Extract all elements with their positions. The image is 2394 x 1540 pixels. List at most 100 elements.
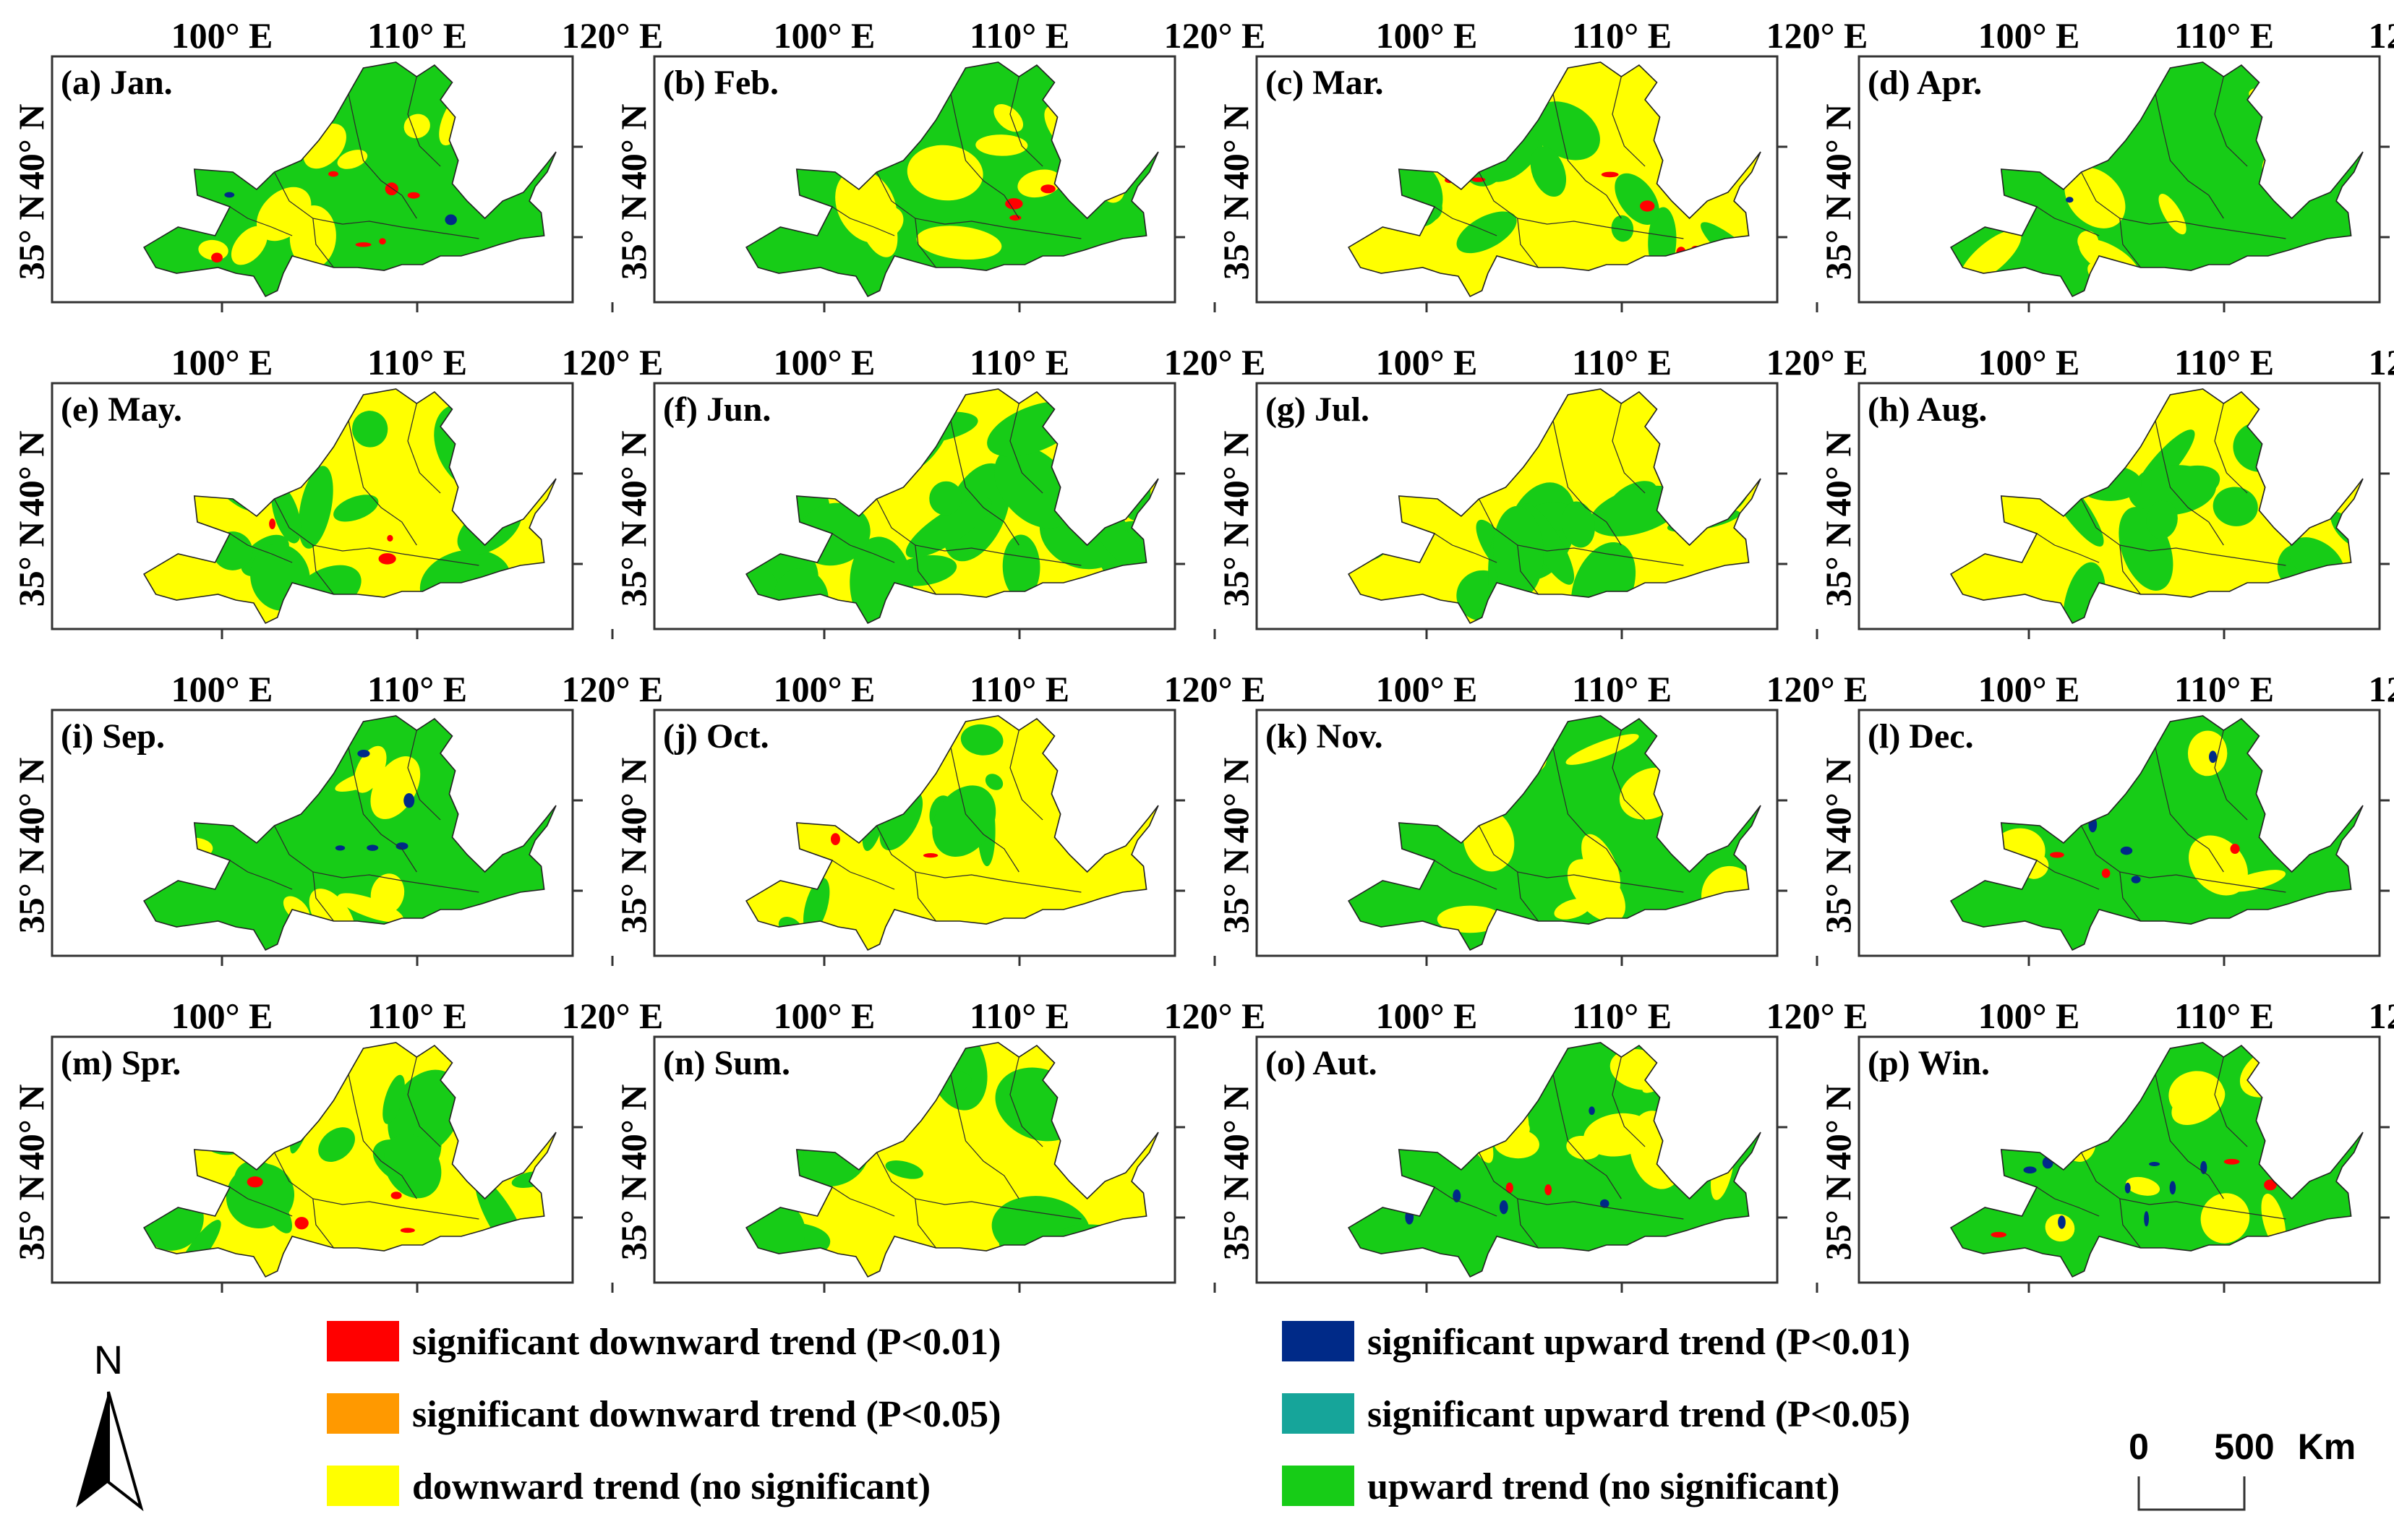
lon-tick-label: 120° E: [562, 996, 664, 1036]
subbasin-boundary: [832, 533, 895, 563]
trend-patch: [2126, 1176, 2160, 1196]
panel-title: (n) Sum.: [663, 1044, 790, 1082]
sig-up-patch: [2208, 750, 2217, 763]
subbasin-boundary: [312, 1198, 334, 1249]
lat-tick-label: 40° N: [1215, 104, 1256, 190]
subbasin-boundary: [2155, 1074, 2224, 1199]
lat-tick-label: 35° N: [613, 848, 654, 934]
lon-tick-label: 120° E: [2369, 15, 2394, 56]
scale-bar: 0 500 Km: [2129, 1426, 2356, 1511]
lat-tick-label: 35° N: [11, 1175, 51, 1261]
sig-down-patch: [1640, 200, 1655, 212]
trend-patch: [1531, 101, 1600, 161]
panel-title: (e) May.: [61, 390, 182, 429]
subbasin-boundary: [1009, 730, 1043, 821]
sig-down-patch: [830, 833, 840, 845]
lon-tick-label: 100° E: [171, 15, 273, 56]
subbasin-boundary: [2155, 420, 2224, 546]
scale-zero-label: 0: [2129, 1426, 2149, 1467]
legend-item-sig_up_001: significant upward trend (P<0.01): [1282, 1321, 1910, 1363]
subbasin-boundary: [407, 1056, 441, 1147]
lon-tick-label: 120° E: [2369, 996, 2394, 1036]
trend-patch: [1554, 898, 1591, 920]
panel-d: 100° E 110° E 120° E 40° N35° N (d) Apr.: [1818, 15, 2394, 312]
subbasin-boundary: [1552, 1074, 1622, 1199]
sig-up-patch: [224, 192, 235, 198]
sig-down-patch: [923, 853, 939, 858]
lon-tick-label: 100° E: [1376, 669, 1478, 709]
subbasin-boundary: [876, 1152, 1082, 1220]
trend-patch: [960, 724, 1004, 756]
lat-tick-label: 35° N: [1215, 521, 1256, 607]
lon-tick-label: 110° E: [970, 669, 1069, 709]
subbasin-boundary: [950, 93, 1019, 219]
sig-down-patch: [407, 192, 420, 199]
subbasin-boundary: [876, 825, 1082, 893]
trend-patch: [298, 466, 333, 549]
panels-layer: 100° E 110° E 120° E40° N35° N(a) Jan.100°…: [11, 15, 2394, 1293]
legend: significant downward trend (P<0.01) signi…: [327, 1321, 1910, 1507]
legend-swatch: [327, 1321, 399, 1361]
sig-up-patch: [2065, 197, 2074, 203]
subbasin-boundary: [950, 1074, 1019, 1199]
lon-tick-label: 110° E: [367, 342, 467, 382]
legend-swatch: [1282, 1393, 1354, 1434]
lon-tick-label: 110° E: [1572, 15, 1672, 56]
lon-tick-label: 110° E: [2174, 996, 2274, 1036]
trend-patch: [993, 104, 1024, 132]
subbasin-boundary: [273, 171, 479, 239]
subbasin-boundary: [2119, 1198, 2141, 1249]
subbasin-boundary: [1612, 76, 1646, 167]
trend-patch: [1611, 215, 1634, 242]
subbasin-boundary: [1552, 93, 1622, 219]
trend-patch: [885, 1160, 924, 1179]
lat-tick-label: 35° N: [1215, 848, 1256, 934]
subbasin-boundary: [1552, 747, 1622, 873]
lon-tick-label: 120° E: [562, 669, 664, 709]
lat-tick-label: 40° N: [613, 104, 654, 190]
lat-tick-label: 35° N: [1818, 521, 1858, 607]
subbasin-boundary: [229, 206, 293, 236]
sig-down-patch: [378, 553, 396, 565]
trend-patch: [1096, 521, 1145, 569]
subbasin-boundary: [273, 498, 479, 566]
legend-item-up: upward trend (no significant): [1282, 1466, 1839, 1507]
trend-patch: [352, 411, 388, 448]
subbasin-boundary: [312, 544, 334, 595]
lon-tick-label: 120° E: [1164, 15, 1266, 56]
trend-patch: [1566, 1136, 1601, 1160]
north-label: N: [94, 1337, 123, 1382]
lon-tick-label: 110° E: [367, 15, 467, 56]
sig-up-patch: [335, 845, 346, 851]
panel-e: 100° E 110° E 120° E40° N35° N(e) May.: [11, 342, 663, 639]
subbasin-boundary: [950, 747, 1019, 873]
trend-patch: [382, 1074, 405, 1124]
legend-label: significant upward trend (P<0.01): [1367, 1322, 1910, 1363]
lon-tick-label: 110° E: [367, 996, 467, 1036]
trend-patch: [2171, 1082, 2226, 1125]
subbasin-boundary: [1009, 1056, 1043, 1147]
lat-tick-label: 40° N: [11, 1085, 51, 1171]
lon-tick-label: 110° E: [970, 996, 1069, 1036]
lon-tick-label: 100° E: [1978, 669, 2080, 709]
lon-tick-label: 120° E: [2369, 669, 2394, 709]
legend-label: upward trend (no significant): [1367, 1466, 1839, 1507]
lon-tick-label: 110° E: [1572, 996, 1672, 1036]
sig-down-patch: [1040, 184, 1056, 194]
panel-c: 100° E 110° E 120° E40° N35° N(c) Mar.: [1215, 15, 1868, 312]
subbasin-boundary: [1478, 1152, 1684, 1220]
panel-l: 100° E 110° E 120° E 40° N35° N (l) Dec.: [1818, 669, 2394, 966]
subbasin-boundary: [348, 93, 417, 219]
panel-title: (o) Aut.: [1265, 1044, 1377, 1082]
panel-title: (p) Win.: [1868, 1044, 1990, 1082]
sig-down-patch: [355, 242, 372, 247]
lat-tick-label: 40° N: [1818, 1085, 1858, 1171]
sig-down-patch: [328, 171, 338, 177]
subbasin-boundary: [1612, 403, 1646, 494]
scale-unit-label: Km: [2298, 1426, 2356, 1467]
lat-tick-label: 40° N: [613, 1085, 654, 1171]
lon-tick-label: 120° E: [562, 15, 664, 56]
legend-swatch: [1282, 1321, 1354, 1361]
lat-tick-label: 35° N: [11, 848, 51, 934]
legend-item-sig_up_005: significant upward trend (P<0.05): [1282, 1393, 1910, 1435]
